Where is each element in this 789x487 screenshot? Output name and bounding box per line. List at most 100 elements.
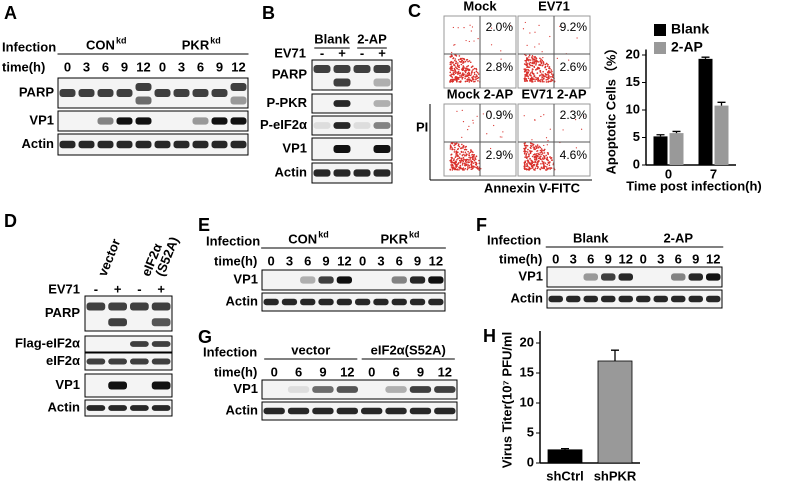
time-point: 3 (83, 59, 90, 74)
flow-dot (539, 79, 542, 81)
flow-dot (461, 78, 464, 80)
flow-dot (531, 71, 533, 73)
infection-label: Infection (2, 39, 56, 54)
time-point: 12 (231, 59, 245, 74)
band (151, 341, 171, 347)
time-label: time(h) (2, 59, 45, 74)
blot-box (546, 289, 723, 309)
band (211, 140, 228, 149)
flow-dot (542, 158, 545, 160)
flow-dot (450, 78, 452, 81)
band (671, 295, 686, 303)
flow-dot (454, 163, 457, 166)
band (434, 407, 456, 415)
flow-dot (468, 72, 471, 74)
bar (698, 58, 713, 165)
flow-dot (461, 167, 464, 170)
flow-dot (526, 63, 529, 65)
flow-dot (535, 165, 538, 167)
flow-dot (452, 61, 454, 63)
band (583, 295, 598, 303)
flow-dot (541, 64, 544, 67)
error-bar (611, 349, 619, 361)
flow-dot (460, 150, 463, 153)
flow-dot (473, 40, 475, 42)
flow-dot (538, 145, 540, 148)
flow-dot (453, 151, 456, 153)
flow-dot (545, 154, 547, 157)
group-sup: kd (409, 229, 420, 239)
flow-dot (469, 156, 472, 159)
flow-dot (549, 35, 551, 38)
band (636, 295, 651, 303)
flow-dot (533, 56, 536, 58)
band (192, 140, 209, 149)
flow-dot (461, 164, 464, 166)
flow-dot (472, 167, 474, 170)
flow-dot (457, 78, 460, 80)
flow-dot (454, 70, 457, 73)
flow-dot (548, 80, 550, 83)
flow-dot (528, 155, 530, 158)
band (135, 140, 152, 149)
time-point: 0 (271, 364, 278, 379)
flow-dot (525, 71, 528, 73)
flow-dot (449, 71, 452, 74)
flow-dot (524, 76, 526, 78)
flow-dot (531, 70, 534, 72)
time-point: 3 (657, 251, 664, 266)
flow-dot (464, 151, 467, 154)
flow-dot (541, 78, 543, 80)
flow-dot (464, 69, 467, 71)
flow-dot (523, 147, 525, 150)
flow-x-axis: Annexin V-FITC (484, 180, 581, 195)
infection-label: Infection (206, 233, 260, 248)
flow-dot (544, 162, 547, 164)
flow-dot (458, 169, 460, 171)
flow-dot (550, 157, 552, 160)
flow-dot (471, 77, 474, 79)
flow-dot (482, 113, 484, 115)
flow-dot (526, 57, 529, 59)
group-name: CON (288, 231, 317, 246)
flow-dot (541, 79, 544, 82)
flow-dot (559, 25, 561, 27)
flow-dot (454, 142, 456, 145)
flow-dot (467, 78, 470, 81)
flow-dot (583, 115, 585, 117)
band (333, 122, 351, 129)
flow-dot (456, 158, 458, 161)
blot-box (84, 352, 173, 371)
flow-dot (464, 164, 467, 167)
flow-dot (523, 163, 526, 166)
flow-dot (462, 72, 464, 74)
flow-dot (458, 68, 460, 71)
flow-dot (461, 147, 463, 149)
flow-dot (470, 163, 473, 165)
flow-dot (549, 80, 552, 83)
flow-dot (531, 64, 534, 67)
band (300, 276, 316, 284)
band (173, 140, 190, 149)
treatment: Blank (314, 31, 350, 46)
flow-dot (534, 145, 537, 147)
legend-swatch (654, 24, 666, 36)
flow-dot (543, 164, 545, 166)
flow-dot (477, 73, 480, 75)
flow-dot (456, 148, 459, 151)
x-tick-label: shPKR (594, 468, 637, 483)
band (373, 145, 391, 153)
flow-dot (450, 75, 453, 77)
flow-dot (450, 73, 453, 76)
flow-dot (475, 76, 477, 78)
flow-dot (469, 78, 471, 81)
time-point: 6 (197, 59, 204, 74)
flow-dot (451, 164, 453, 167)
flow-dot (548, 164, 551, 167)
flow-dot (473, 67, 476, 70)
band (353, 169, 371, 177)
band (130, 341, 149, 347)
flow-dot (535, 156, 538, 159)
flow-dot (534, 155, 537, 157)
flow-dot (525, 77, 528, 80)
